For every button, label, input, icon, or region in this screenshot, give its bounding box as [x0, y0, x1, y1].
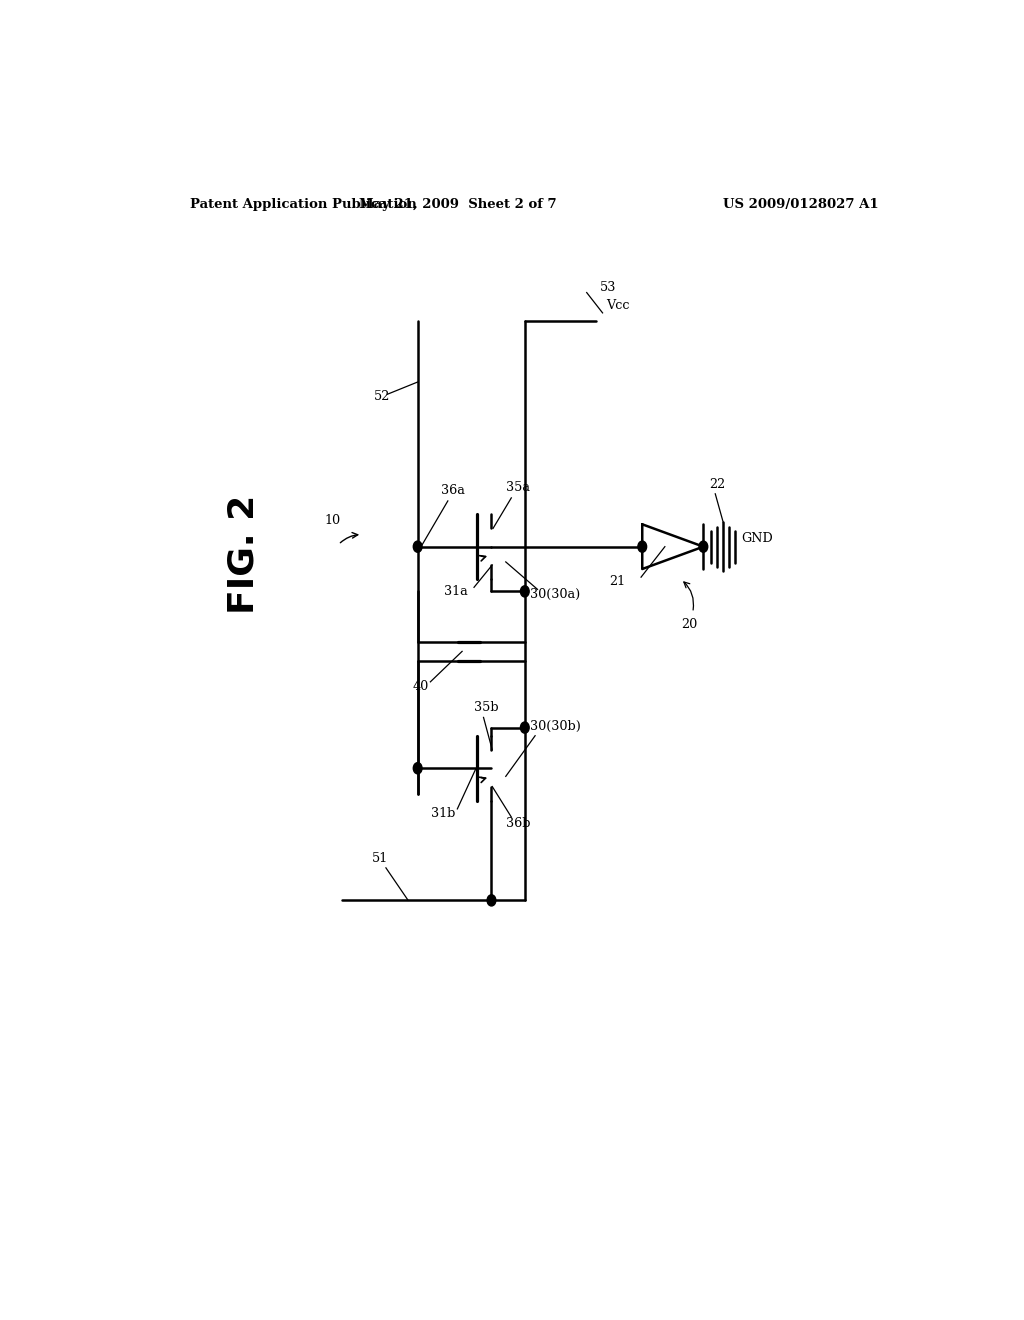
Text: 30(30a): 30(30a): [529, 587, 580, 601]
Text: 10: 10: [325, 515, 341, 527]
Text: May 21, 2009  Sheet 2 of 7: May 21, 2009 Sheet 2 of 7: [358, 198, 556, 211]
Text: 21: 21: [609, 576, 626, 589]
Text: 52: 52: [374, 391, 390, 404]
Text: 22: 22: [709, 478, 725, 491]
Text: Patent Application Publication: Patent Application Publication: [189, 198, 417, 211]
Circle shape: [414, 541, 422, 552]
Text: Vcc: Vcc: [606, 298, 629, 312]
Text: 31b: 31b: [431, 807, 456, 820]
Circle shape: [699, 541, 708, 552]
Text: GND: GND: [741, 532, 773, 545]
Circle shape: [520, 722, 529, 733]
Circle shape: [638, 541, 646, 552]
Text: FIG. 2: FIG. 2: [226, 495, 260, 614]
Text: 40: 40: [413, 680, 429, 693]
Circle shape: [414, 763, 422, 774]
Text: 31a: 31a: [443, 586, 468, 598]
Text: 35b: 35b: [474, 701, 499, 714]
Text: 53: 53: [600, 281, 616, 293]
Text: 20: 20: [681, 618, 697, 631]
Circle shape: [520, 586, 529, 597]
Text: 30(30b): 30(30b): [529, 719, 581, 733]
Text: 35a: 35a: [506, 480, 529, 494]
Text: US 2009/0128027 A1: US 2009/0128027 A1: [723, 198, 879, 211]
Circle shape: [487, 895, 496, 906]
Text: 36b: 36b: [506, 817, 530, 830]
Text: 51: 51: [372, 851, 388, 865]
Text: 36a: 36a: [441, 484, 465, 496]
